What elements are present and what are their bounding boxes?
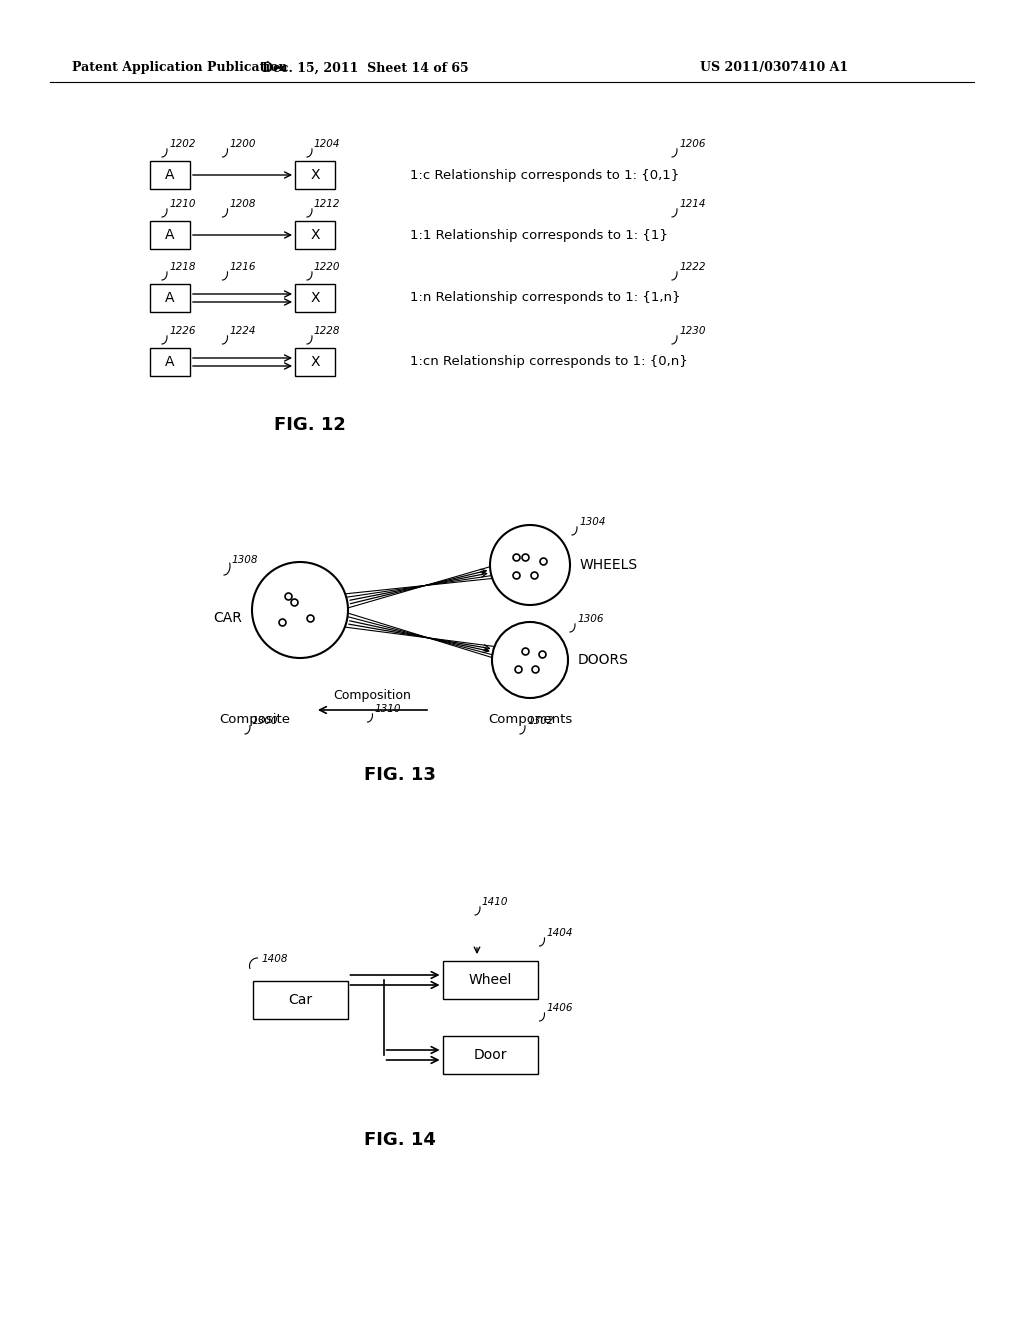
Text: 1216: 1216 [229,261,256,272]
Text: 1302: 1302 [527,715,554,726]
Text: Door: Door [473,1048,507,1063]
Text: Components: Components [487,714,572,726]
Text: 1202: 1202 [169,139,196,149]
Text: 1208: 1208 [229,199,256,209]
Text: 1300: 1300 [252,715,279,726]
Text: X: X [310,228,319,242]
Text: 1200: 1200 [229,139,256,149]
Text: Composite: Composite [219,714,291,726]
Text: 1308: 1308 [232,554,258,565]
Text: Patent Application Publication: Patent Application Publication [72,62,288,74]
Text: 1404: 1404 [547,928,573,939]
Bar [295,348,335,376]
Text: 1224: 1224 [229,326,256,337]
Text: A: A [165,355,175,370]
Bar [442,1036,538,1074]
Text: Car: Car [288,993,312,1007]
Text: FIG. 12: FIG. 12 [274,416,346,434]
Text: WHEELS: WHEELS [580,558,638,572]
Text: 1:cn Relationship corresponds to 1: {0,n}: 1:cn Relationship corresponds to 1: {0,n… [410,355,688,368]
Text: 1218: 1218 [169,261,196,272]
Text: A: A [165,290,175,305]
Text: 1:n Relationship corresponds to 1: {1,n}: 1:n Relationship corresponds to 1: {1,n} [410,292,681,305]
Text: 1306: 1306 [577,614,603,624]
Bar [150,348,190,376]
Text: FIG. 14: FIG. 14 [365,1131,436,1148]
Bar [150,220,190,249]
Text: X: X [310,355,319,370]
Text: 1222: 1222 [679,261,706,272]
Text: 1206: 1206 [679,139,706,149]
Text: X: X [310,168,319,182]
Bar [295,161,335,189]
Bar [150,161,190,189]
Text: 1212: 1212 [314,199,341,209]
Text: 1410: 1410 [482,898,509,907]
Text: 1406: 1406 [547,1003,573,1012]
Text: 1408: 1408 [261,954,288,964]
Text: 1226: 1226 [169,326,196,337]
Text: 1310: 1310 [375,704,401,714]
Text: 1:c Relationship corresponds to 1: {0,1}: 1:c Relationship corresponds to 1: {0,1} [410,169,679,181]
Text: 1220: 1220 [314,261,341,272]
Text: Dec. 15, 2011  Sheet 14 of 65: Dec. 15, 2011 Sheet 14 of 65 [262,62,468,74]
Text: A: A [165,228,175,242]
Text: 1214: 1214 [679,199,706,209]
Text: FIG. 13: FIG. 13 [365,766,436,784]
Bar [295,284,335,312]
Text: CAR: CAR [213,611,242,624]
Text: Composition: Composition [334,689,412,702]
Text: 1204: 1204 [314,139,341,149]
Bar [253,981,347,1019]
Text: 1230: 1230 [679,326,706,337]
Text: 1210: 1210 [169,199,196,209]
Text: 1228: 1228 [314,326,341,337]
Text: US 2011/0307410 A1: US 2011/0307410 A1 [700,62,848,74]
Text: 1304: 1304 [579,517,605,527]
Text: Wheel: Wheel [468,973,512,987]
Text: 1:1 Relationship corresponds to 1: {1}: 1:1 Relationship corresponds to 1: {1} [410,228,668,242]
Bar [295,220,335,249]
Text: A: A [165,168,175,182]
Text: DOORS: DOORS [578,653,629,667]
Text: X: X [310,290,319,305]
Bar [442,961,538,999]
Bar [150,284,190,312]
